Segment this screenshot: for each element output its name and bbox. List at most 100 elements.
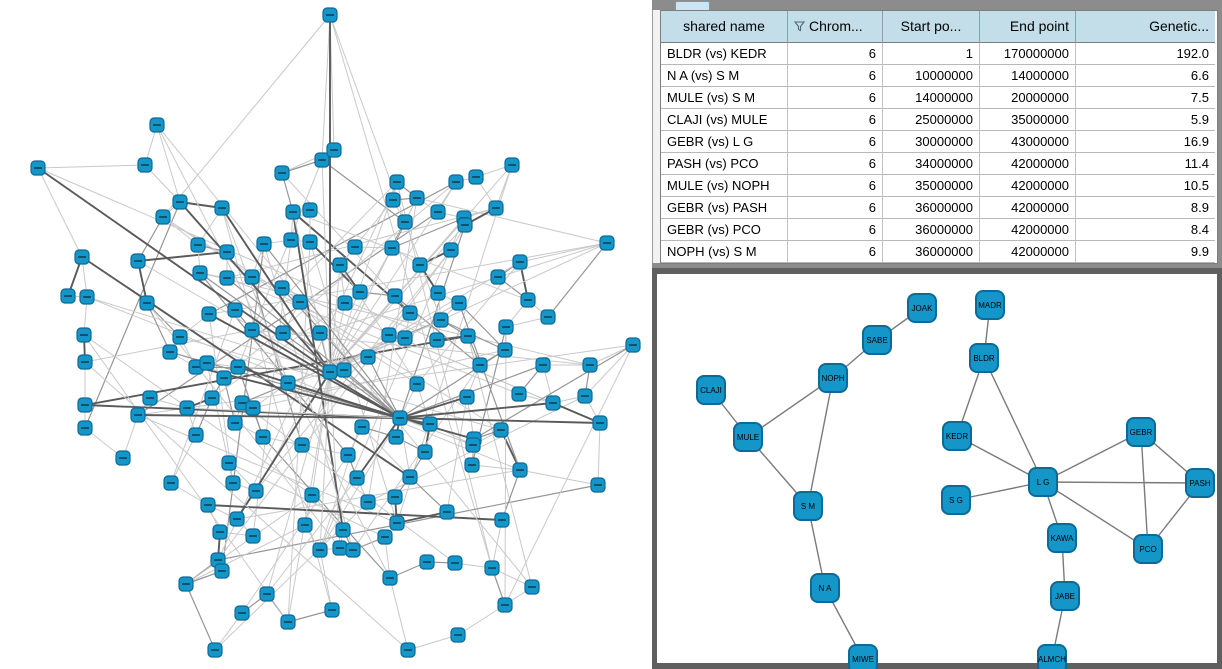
network-edge	[399, 417, 474, 446]
table-cell: 42000000	[980, 197, 1076, 219]
network-edge	[584, 344, 634, 397]
table-row[interactable]: GEBR (vs) PCO 6 36000000 42000000 8.4	[661, 219, 1217, 241]
network-node-mule[interactable]: MULE	[733, 422, 763, 452]
column-header-chromosome[interactable]: Chrom...	[788, 11, 883, 43]
node-label-mark	[494, 276, 502, 278]
table-row[interactable]: MULE (vs) S M 6 14000000 20000000 7.5	[661, 87, 1217, 109]
node-label-mark	[176, 201, 184, 203]
network-edge	[226, 277, 520, 395]
table-row[interactable]: NOPH (vs) S M 6 36000000 42000000 9.9	[661, 241, 1217, 263]
network-node-s-m[interactable]: S M	[793, 491, 823, 521]
node-label-mark	[549, 402, 557, 404]
network-edge[interactable]	[807, 377, 834, 507]
node-label-mark	[447, 249, 455, 251]
node-label-mark	[336, 547, 344, 549]
network-node-miwe[interactable]: MIWE	[848, 644, 878, 669]
network-node-bldr[interactable]: BLDR	[969, 343, 999, 373]
table-cell: CLAJI (vs) MULE	[661, 109, 788, 131]
network-node-almch[interactable]: ALMCH	[1037, 644, 1067, 669]
column-header-end-point[interactable]: End point	[980, 11, 1076, 43]
table-cell: 6	[788, 175, 883, 197]
node-label-mark	[404, 649, 412, 651]
network-edge	[329, 264, 341, 373]
table-row[interactable]: GEBR (vs) PASH 6 36000000 42000000 8.9	[661, 197, 1217, 219]
network-node-l-g[interactable]: L G	[1028, 467, 1058, 497]
table-cell: 6	[788, 131, 883, 153]
node-label-mark	[586, 364, 594, 366]
network-edge	[416, 197, 608, 244]
network-node-kawa[interactable]: KAWA	[1047, 523, 1077, 553]
network-edge	[81, 256, 411, 478]
node-label-mark	[501, 604, 509, 606]
network-node-claji[interactable]: CLAJI	[696, 375, 726, 405]
network-node-pco[interactable]: PCO	[1133, 534, 1163, 564]
network-node-pash[interactable]: PASH	[1185, 468, 1215, 498]
network-edge	[86, 296, 331, 373]
network-edge	[504, 326, 507, 606]
network-edge	[185, 524, 306, 585]
node-label-mark	[385, 334, 393, 336]
network-node-madr[interactable]: MADR	[975, 290, 1005, 320]
network-edge	[236, 469, 521, 520]
node-label-mark	[176, 336, 184, 338]
node-label-mark	[452, 181, 460, 183]
node-label-mark	[516, 261, 524, 263]
network-edge[interactable]	[983, 357, 1044, 483]
node-label-mark	[223, 277, 231, 279]
network-node-kedr[interactable]: KEDR	[942, 421, 972, 451]
table-row[interactable]: N A (vs) S M 6 10000000 14000000 6.6	[661, 65, 1217, 87]
filtered-network-view[interactable]: JOAK MADR SABE NOPH BLDR CLAJI MULE KEDR GEBR L G…	[657, 274, 1217, 669]
node-label-mark	[192, 366, 200, 368]
network-node-n-a[interactable]: N A	[810, 573, 840, 603]
node-label-mark	[386, 577, 394, 579]
table-row[interactable]: PASH (vs) PCO 6 34000000 42000000 11.4	[661, 153, 1217, 175]
table-cell: 10000000	[883, 65, 980, 87]
node-label-mark	[469, 444, 477, 446]
network-edge	[292, 211, 331, 373]
node-label-mark	[83, 296, 91, 298]
node-label-mark	[443, 511, 451, 513]
network-edge	[519, 469, 599, 486]
network-edge[interactable]	[1042, 481, 1149, 550]
node-label-mark	[492, 207, 500, 209]
table-row[interactable]: GEBR (vs) L G 6 30000000 43000000 16.9	[661, 131, 1217, 153]
network-edge	[199, 272, 401, 419]
node-label-mark	[389, 199, 397, 201]
network-edge	[319, 549, 333, 611]
filter-icon[interactable]	[794, 21, 805, 32]
node-label-mark	[183, 407, 191, 409]
table-cell: 6	[788, 43, 883, 65]
node-label-mark	[306, 241, 314, 243]
table-row[interactable]: MULE (vs) NOPH 6 35000000 42000000 10.5	[661, 175, 1217, 197]
network-edge[interactable]	[1042, 431, 1142, 483]
node-label-mark	[381, 536, 389, 538]
node-label-mark	[252, 490, 260, 492]
node-label-mark	[326, 371, 334, 373]
node-label-mark	[341, 302, 349, 304]
table-cell: 9.9	[1076, 241, 1215, 263]
node-label-mark	[581, 395, 589, 397]
network-node-jabe[interactable]: JABE	[1050, 581, 1080, 611]
node-label-mark	[423, 561, 431, 563]
table-row[interactable]: BLDR (vs) KEDR 6 1 170000000 192.0	[661, 43, 1217, 65]
network-node-noph[interactable]: NOPH	[818, 363, 848, 393]
node-label-mark	[238, 612, 246, 614]
column-header-genetic[interactable]: Genetic...	[1076, 11, 1215, 43]
full-network-view[interactable]	[0, 0, 652, 669]
table-row[interactable]: CLAJI (vs) MULE 6 25000000 35000000 5.9	[661, 109, 1217, 131]
table-cell: 6	[788, 219, 883, 241]
network-node-gebr[interactable]: GEBR	[1126, 417, 1156, 447]
network-node-joak[interactable]: JOAK	[907, 293, 937, 323]
table-cell: 6	[788, 109, 883, 131]
network-edge	[162, 216, 502, 431]
column-header-shared-name[interactable]: shared name	[661, 11, 788, 43]
network-node-s-g[interactable]: S G	[941, 485, 971, 515]
node-label-mark	[406, 476, 414, 478]
network-edge[interactable]	[1140, 431, 1149, 550]
network-edge[interactable]	[1042, 481, 1201, 484]
table-cell: 14000000	[883, 87, 980, 109]
node-label-mark	[229, 482, 237, 484]
network-node-sabe[interactable]: SABE	[862, 325, 892, 355]
column-header-start-point[interactable]: Start po...	[883, 11, 980, 43]
